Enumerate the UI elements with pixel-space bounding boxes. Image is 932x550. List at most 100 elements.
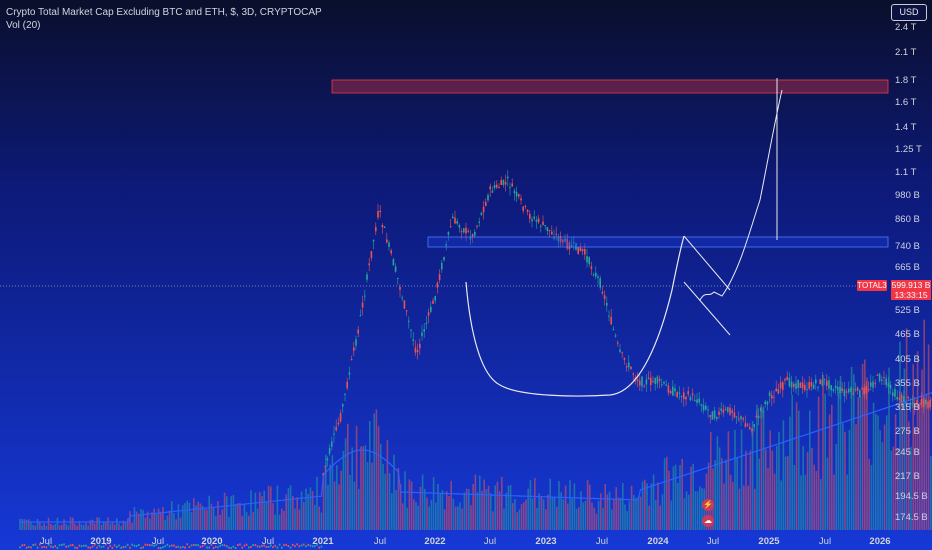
candle-body <box>861 388 863 390</box>
volume-bar <box>866 377 868 530</box>
volume-bar <box>591 502 593 530</box>
candle-body <box>735 416 738 418</box>
cloud-icon[interactable]: ☁ <box>702 515 714 527</box>
volume-bar <box>366 462 369 530</box>
volume-bar <box>197 501 199 530</box>
candle-body <box>903 396 905 402</box>
volume-bar <box>94 523 96 530</box>
candle-body <box>67 545 70 548</box>
volume-bar <box>864 359 866 530</box>
candle-body <box>817 386 819 388</box>
volume-bar <box>263 490 265 530</box>
candle-body <box>127 543 129 546</box>
volume-bar <box>364 445 367 530</box>
volume-bar <box>292 495 294 530</box>
volume-bar <box>252 511 254 530</box>
candle-body <box>546 227 549 232</box>
x-axis[interactable]: Jul 2019 Jul 2020 Jul 2021 Jul 2022 Jul 2023 Jul 20… <box>40 536 891 547</box>
volume-bar <box>289 485 292 530</box>
candle-body <box>667 385 670 393</box>
volume-bar <box>118 523 120 530</box>
volume-bar <box>714 460 716 530</box>
volume-bar <box>347 423 349 530</box>
volume-bar <box>45 525 48 530</box>
volume-bar <box>710 431 712 530</box>
wedge-lower-line[interactable] <box>683 281 731 336</box>
volume-bar <box>393 454 395 530</box>
volume-bar <box>452 498 455 530</box>
breakout-projection-line[interactable] <box>699 89 783 301</box>
candle-body <box>401 297 403 299</box>
candle-body <box>830 385 832 391</box>
candle-body <box>815 379 817 384</box>
candle-body <box>164 545 166 548</box>
volume-bar <box>868 458 870 530</box>
candle-body <box>410 329 412 331</box>
candle-body <box>370 251 373 258</box>
candle-body <box>208 546 210 549</box>
candle-body <box>639 380 641 386</box>
candle-body <box>753 424 755 427</box>
candle-body <box>34 543 37 546</box>
candle-body <box>289 546 292 549</box>
volume-bar <box>793 464 796 530</box>
candle-body <box>474 231 476 236</box>
candle-body <box>272 546 274 549</box>
candle-body <box>878 373 881 382</box>
candle-body <box>568 242 571 250</box>
wedge-upper-line[interactable] <box>683 235 731 291</box>
candle-body <box>716 417 718 419</box>
currency-button[interactable]: USD <box>891 4 927 21</box>
candle-body <box>206 546 208 549</box>
volume-bar <box>562 499 565 530</box>
candle-body <box>920 399 923 405</box>
y-tick-label: 980 B <box>895 190 920 201</box>
y-tick-label: 1.8 T <box>895 75 917 86</box>
resistance-zone-top[interactable] <box>331 79 889 94</box>
candle-body <box>248 546 250 549</box>
candle-body <box>447 231 450 235</box>
volume-bar <box>164 519 166 530</box>
cup-pattern-curve[interactable] <box>465 235 685 397</box>
candle-body <box>650 377 652 386</box>
candle-body <box>335 426 337 431</box>
candle-body <box>909 402 912 407</box>
resistance-zone-mid[interactable] <box>427 236 889 248</box>
volume-bar <box>221 509 224 530</box>
volume-bar <box>327 484 329 530</box>
volume-bar <box>30 522 32 530</box>
volume-bar <box>474 474 477 530</box>
volume-bar <box>824 393 826 530</box>
candle-body <box>226 545 228 548</box>
volume-bar <box>465 488 468 530</box>
volume-bar <box>32 524 34 530</box>
volume-bar <box>850 366 853 530</box>
candle-body <box>881 379 883 381</box>
candle-body <box>601 291 604 294</box>
lightning-icon[interactable]: ⚡ <box>702 499 714 511</box>
candle-body <box>274 544 276 547</box>
candle-body <box>135 545 138 548</box>
candle-body <box>320 545 323 548</box>
y-tick-label: 740 B <box>895 241 920 252</box>
candle-body <box>606 302 608 306</box>
volume-bar <box>615 487 617 530</box>
candle-body <box>790 381 793 388</box>
candle-body <box>711 411 714 420</box>
candle-body <box>177 545 180 548</box>
volume-bar <box>540 496 543 530</box>
volume-indicator-label[interactable]: Vol (20) <box>6 20 41 31</box>
candle-body <box>326 458 329 461</box>
y-axis[interactable]: 2.4 T 2.1 T 1.8 T 1.6 T 1.4 T 1.25 T 1.1 T 980 … <box>895 22 928 523</box>
volume-bar <box>36 518 39 530</box>
volume-bar <box>78 521 81 530</box>
candle-body <box>630 366 632 370</box>
candle-body <box>515 191 518 197</box>
volume-bar <box>881 442 884 530</box>
candle-body <box>281 546 283 549</box>
candle-body <box>663 381 665 384</box>
candle-body <box>392 259 395 266</box>
volume-bar <box>50 523 52 530</box>
candle-body <box>746 424 749 426</box>
